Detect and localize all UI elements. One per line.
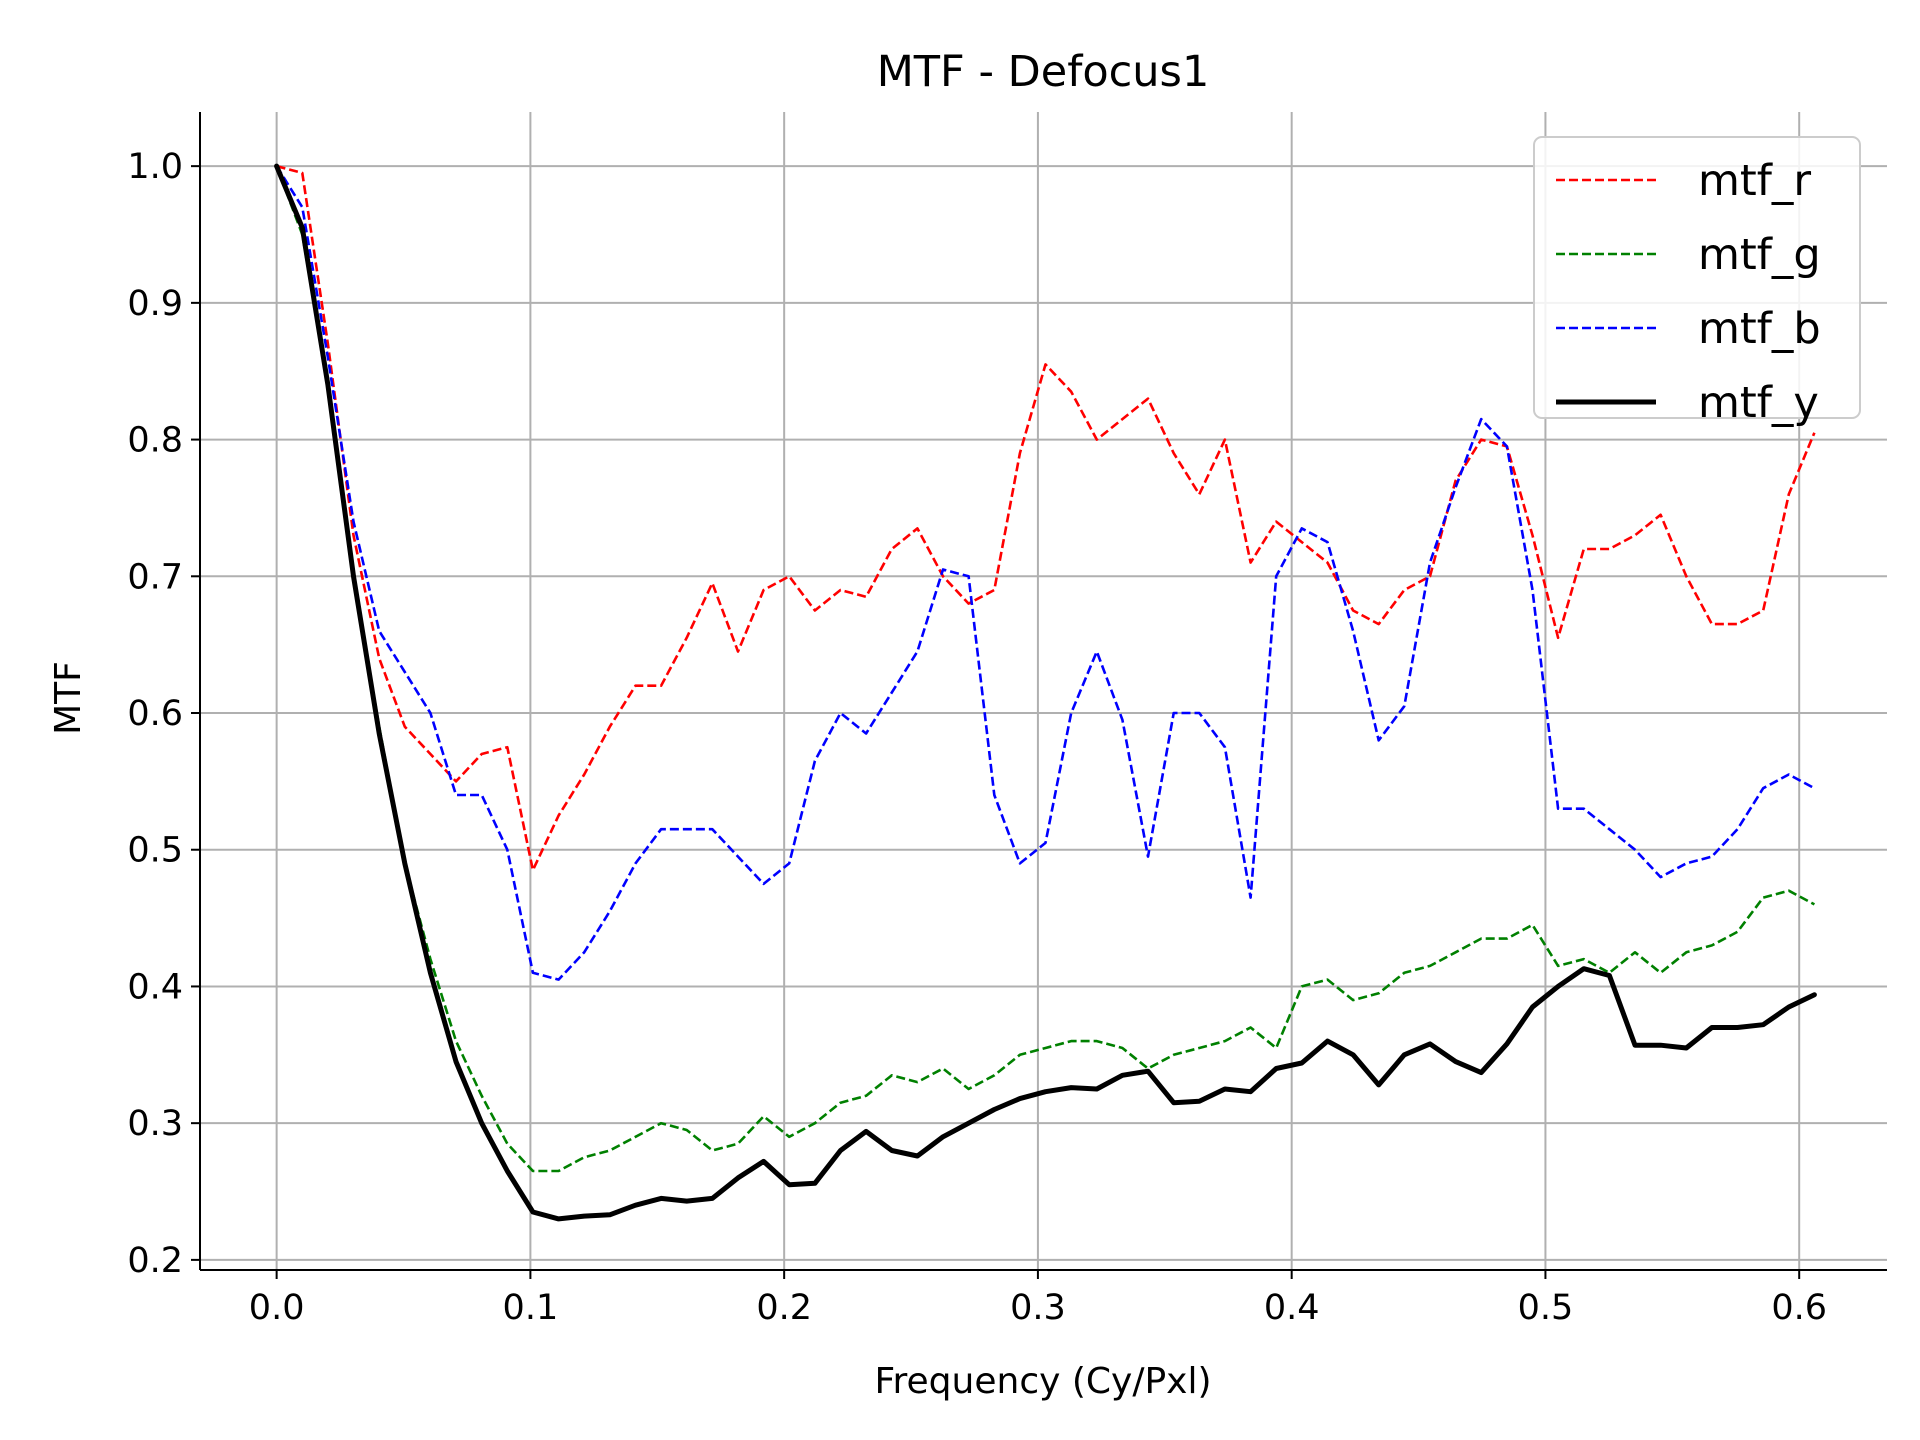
legend-box: [1533, 136, 1861, 419]
x-ticks: 0.0 0.1 0.2 0.3 0.4 0.5 0.6: [249, 1270, 1827, 1328]
x-tick-label: 0.1: [503, 1288, 559, 1328]
axes: [199, 112, 1887, 1271]
y-tick-label: 0.6: [127, 694, 183, 734]
y-tick-label: 0.3: [127, 1104, 183, 1144]
y-axis-title: MTF: [48, 661, 89, 735]
legend-label: mtf_y: [1698, 378, 1819, 428]
series-line-mtf-g: [275, 165, 1816, 1173]
legend: mtf_r mtf_g mtf_b mtf_y: [1533, 136, 1861, 428]
y-tick-label: 0.9: [127, 284, 183, 324]
series-line-mtf-r: [276, 164, 1816, 872]
y-tick-label: 0.2: [127, 1241, 183, 1281]
series-line-mtf-y: [274, 163, 1817, 1222]
x-tick-label: 0.5: [1518, 1288, 1574, 1328]
legend-label: mtf_r: [1698, 156, 1811, 206]
y-ticks: 0.2 0.3 0.4 0.5 0.6 0.7 0.8 0.9 1.0: [127, 147, 200, 1281]
x-axis-title: Frequency (Cy/Pxl): [874, 1361, 1211, 1402]
x-tick-label: 0.6: [1771, 1288, 1827, 1328]
x-tick-label: 0.0: [249, 1288, 305, 1328]
legend-label: mtf_b: [1698, 304, 1821, 354]
x-tick-label: 0.2: [756, 1288, 812, 1328]
x-tick-label: 0.3: [1010, 1288, 1066, 1328]
series-lines: [274, 163, 1817, 1222]
series-line-mtf-b: [275, 165, 1816, 981]
y-tick-label: 0.7: [127, 557, 183, 597]
y-tick-label: 0.5: [127, 831, 183, 871]
chart-title: MTF - Defocus1: [877, 47, 1210, 97]
x-tick-label: 0.4: [1264, 1288, 1320, 1328]
legend-label: mtf_g: [1698, 230, 1821, 280]
y-tick-label: 0.4: [127, 967, 183, 1007]
y-tick-label: 0.8: [127, 421, 183, 461]
y-tick-label: 1.0: [127, 147, 183, 187]
